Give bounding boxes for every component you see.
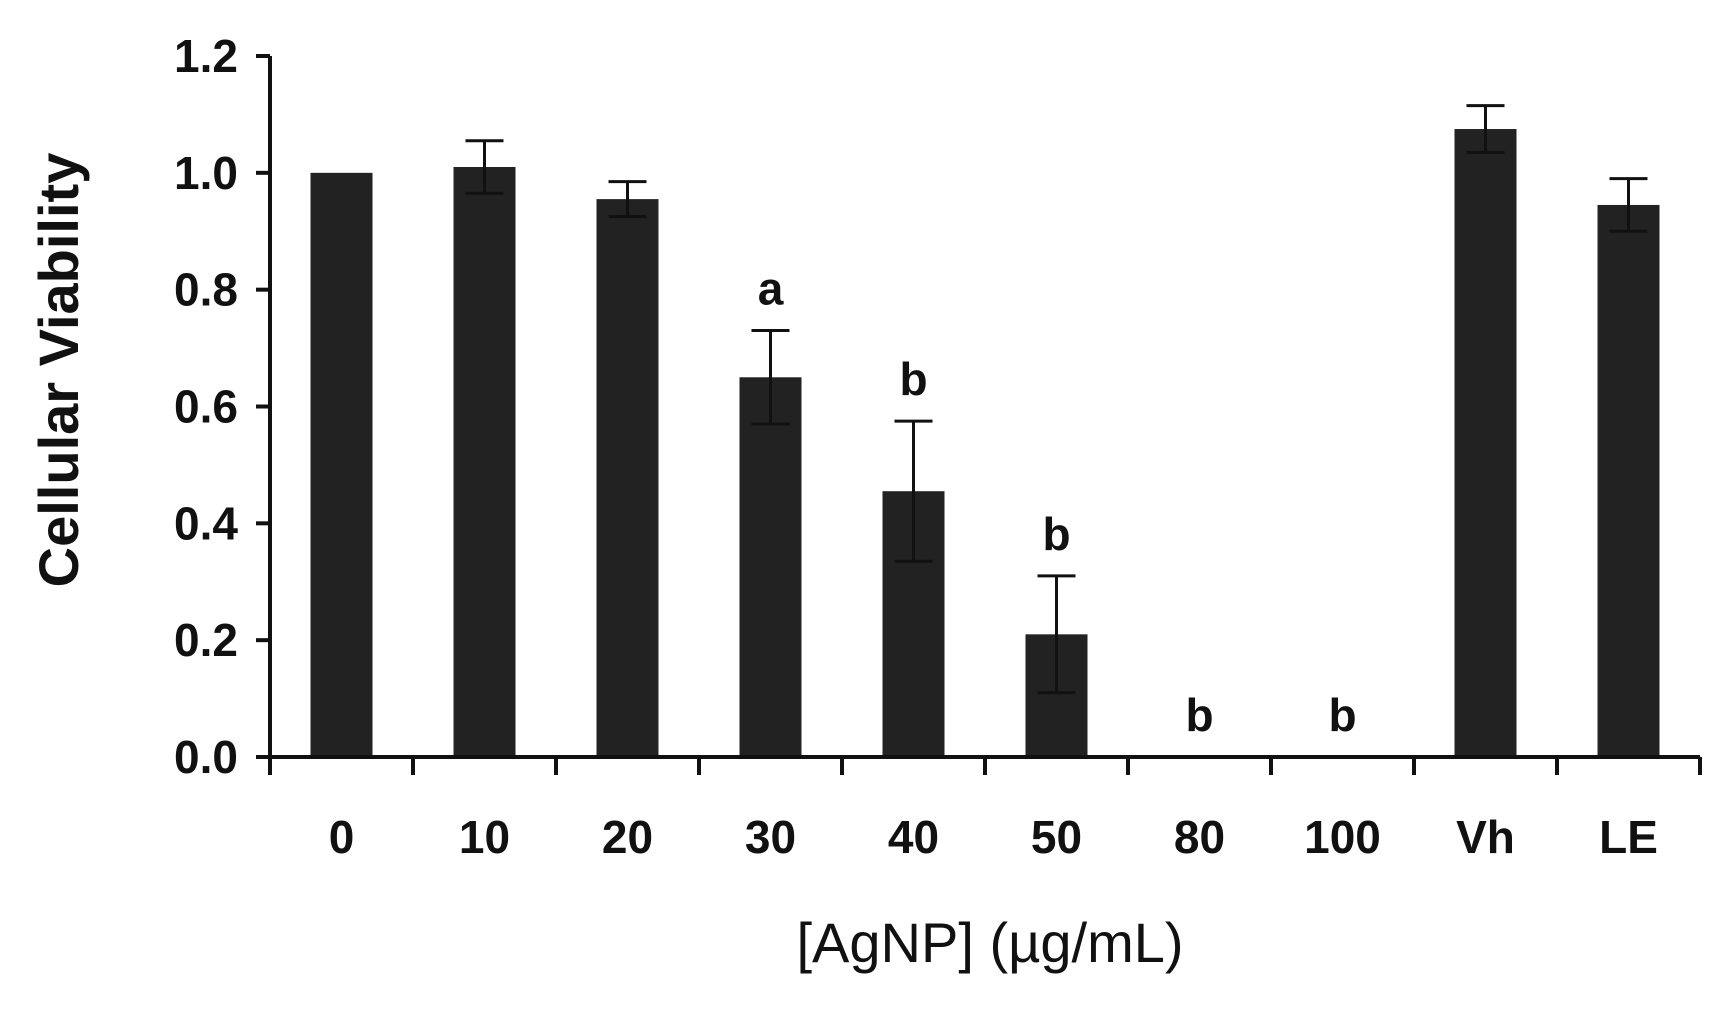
significance-label: a (758, 263, 784, 315)
x-tick-label: 20 (602, 811, 653, 863)
x-tick-label: 100 (1304, 811, 1381, 863)
y-tick-label: 1.0 (174, 147, 238, 199)
bar (1454, 129, 1517, 758)
bars-layer (310, 129, 1660, 759)
error-bars-layer (465, 104, 1648, 695)
y-ticks-layer: 0.0 0.2 0.4 0.6 0.8 1.0 1.2 (174, 30, 270, 783)
x-tick-label: 40 (888, 811, 939, 863)
x-tick-label: 10 (459, 811, 510, 863)
y-tick-label: 0.2 (174, 614, 238, 666)
x-tick-label: 30 (745, 811, 796, 863)
x-axis-title: [AgNP] (µg/mL) (796, 911, 1183, 974)
x-tick-label: 50 (1031, 811, 1082, 863)
x-tick-label: Vh (1456, 811, 1515, 863)
bar (739, 377, 802, 757)
y-axis-title: Cellular Viability (27, 153, 90, 588)
significance-labels-layer: a b b b b (758, 263, 1357, 741)
significance-label: b (1328, 689, 1356, 741)
significance-label: b (899, 353, 927, 405)
y-tick-label: 0.4 (174, 497, 238, 549)
significance-label: b (1185, 689, 1213, 741)
significance-label: b (1042, 508, 1070, 560)
y-tick-label: 1.2 (174, 30, 238, 82)
bar (310, 172, 373, 758)
y-tick-label: 0.0 (174, 731, 238, 783)
x-tick-label: LE (1599, 811, 1658, 863)
x-ticks-layer: 0 10 20 30 40 50 80 100 Vh LE (268, 757, 1702, 863)
bar (1597, 204, 1660, 757)
x-tick-label: 80 (1174, 811, 1225, 863)
bar (596, 199, 659, 757)
bar (453, 166, 516, 757)
x-tick-label: 0 (329, 811, 355, 863)
y-tick-label: 0.6 (174, 381, 238, 433)
y-tick-label: 0.8 (174, 264, 238, 316)
